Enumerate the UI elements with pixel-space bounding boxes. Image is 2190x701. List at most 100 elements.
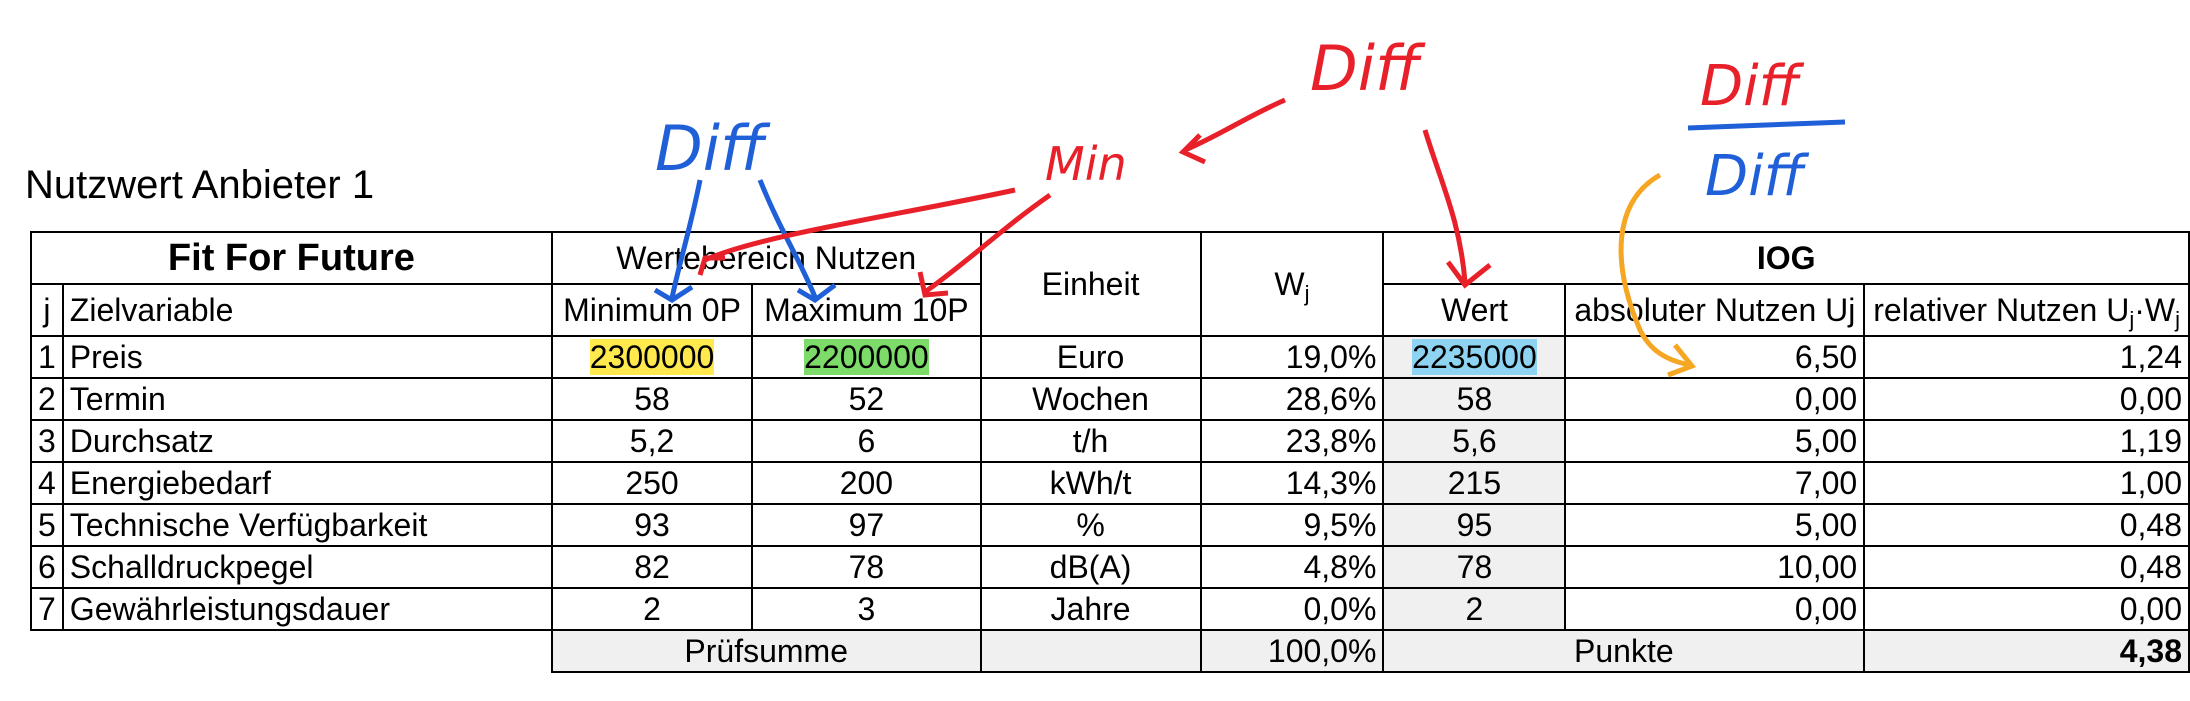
- row-rel: 0,48: [1863, 545, 2190, 589]
- row-abs: 5,00: [1564, 419, 1866, 463]
- row-min: 82: [550, 545, 754, 589]
- row-name: Gewährleistungsdauer: [61, 587, 553, 631]
- row-unit: Jahre: [979, 587, 1202, 631]
- pruefsumme-value: 100,0%: [1199, 629, 1385, 673]
- row-wert: 2: [1382, 587, 1567, 631]
- row-min: 5,2: [550, 419, 754, 463]
- sheet-title: Nutzwert Anbieter 1: [25, 163, 375, 207]
- annotation-diff-blue: Diff: [655, 112, 771, 185]
- punkte-label: Punkte: [1382, 629, 1866, 673]
- row-weight: 0,0%: [1199, 587, 1385, 631]
- header-row-1: Fit For Future Wertebereich Nutzen Einhe…: [30, 231, 2190, 337]
- row-rel: 0,00: [1863, 377, 2190, 421]
- row-max: 52: [751, 377, 982, 421]
- row-abs: 0,00: [1564, 377, 1866, 421]
- row-index: 7: [30, 587, 64, 631]
- row-index: 3: [30, 419, 64, 463]
- row-min: 93: [550, 503, 754, 547]
- row-wert: 5,6: [1382, 419, 1567, 463]
- row-name: Energiebedarf: [61, 461, 553, 505]
- row-max: 97: [751, 503, 982, 547]
- row-index: 6: [30, 545, 64, 589]
- abs-nutzen-header: absoluter Nutzen Uj: [1564, 283, 1866, 337]
- range-group-header: Wertebereich Nutzen: [550, 231, 982, 285]
- row-weight: 4,8%: [1199, 545, 1385, 589]
- fraction-bar: [1687, 119, 1846, 131]
- row-rel: 1,19: [1863, 419, 2190, 463]
- row-weight: 9,5%: [1199, 503, 1385, 547]
- table-row: 2 Termin 58 52 Wochen 28,6% 58 0,00 0,00: [30, 377, 2190, 421]
- row-rel: 0,48: [1863, 503, 2190, 547]
- row-max: 6: [751, 419, 982, 463]
- row-wert: 215: [1382, 461, 1567, 505]
- row-unit: Euro: [979, 335, 1202, 379]
- arrow-diff-min-head: [1178, 133, 1207, 165]
- j-header: j: [30, 283, 64, 337]
- row-abs: 7,00: [1564, 461, 1866, 505]
- min-highlight: 2300000: [589, 339, 715, 375]
- wert-highlight: 2235000: [1412, 339, 1537, 375]
- max-header: Maximum 10P: [751, 283, 982, 337]
- row-unit: %: [979, 503, 1202, 547]
- row-unit: t/h: [979, 419, 1202, 463]
- table-row: 1 Preis 2300000 2200000 Euro 19,0% 22350…: [30, 335, 2190, 379]
- footer-row: Prüfsumme 100,0% Punkte 4,38: [31, 629, 2190, 673]
- row-rel: 1,00: [1863, 461, 2190, 505]
- nutzwert-table: Fit For Future Wertebereich Nutzen Einhe…: [30, 231, 2190, 673]
- row-weight: 23,8%: [1199, 419, 1385, 463]
- row-unit: dB(A): [979, 545, 1202, 589]
- row-rel: 1,24: [1863, 335, 2190, 379]
- row-weight: 28,6%: [1199, 377, 1385, 421]
- unit-header: Einheit: [979, 231, 1202, 337]
- row-wert: 95: [1382, 503, 1567, 547]
- weight-header: Wj: [1199, 231, 1385, 337]
- wert-header: Wert: [1382, 283, 1567, 337]
- row-index: 4: [30, 461, 64, 505]
- row-min: 2: [550, 587, 754, 631]
- row-abs: 5,00: [1564, 503, 1866, 547]
- company-name: Fit For Future: [30, 231, 553, 285]
- pruefsumme-label: Prüfsumme: [550, 629, 982, 673]
- row-name: Technische Verfügbarkeit: [61, 503, 553, 547]
- row-max: 3: [751, 587, 982, 631]
- row-wert: 2235000: [1382, 335, 1567, 379]
- row-name: Schalldruckpegel: [61, 545, 553, 589]
- row-name: Termin: [61, 377, 553, 421]
- row-abs: 6,50: [1564, 335, 1866, 379]
- row-name: Preis: [61, 335, 553, 379]
- footer-unit-blank: [979, 629, 1202, 673]
- row-index: 2: [30, 377, 64, 421]
- row-min: 250: [550, 461, 754, 505]
- max-highlight: 2200000: [804, 339, 929, 375]
- row-abs: 0,00: [1564, 587, 1866, 631]
- min-header: Minimum 0P: [550, 283, 754, 337]
- table-row: 7 Gewährleistungsdauer 2 3 Jahre 0,0% 2 …: [30, 587, 2190, 631]
- annotation-diff-red: Diff: [1310, 32, 1426, 105]
- row-max: 78: [751, 545, 982, 589]
- annotation-min: Min: [1045, 137, 1127, 191]
- row-max: 2200000: [751, 335, 982, 379]
- annotation-frac-denominator: Diff: [1705, 144, 1810, 209]
- table-row: 6 Schalldruckpegel 82 78 dB(A) 4,8% 78 1…: [30, 545, 2190, 589]
- row-wert: 58: [1382, 377, 1567, 421]
- row-abs: 10,00: [1564, 545, 1866, 589]
- punkte-value: 4,38: [1863, 629, 2190, 673]
- row-weight: 19,0%: [1199, 335, 1385, 379]
- table-row: 5 Technische Verfügbarkeit 93 97 % 9,5% …: [30, 503, 2190, 547]
- row-unit: kWh/t: [979, 461, 1202, 505]
- row-max: 200: [751, 461, 982, 505]
- table-row: 4 Energiebedarf 250 200 kWh/t 14,3% 215 …: [30, 461, 2190, 505]
- row-name: Durchsatz: [61, 419, 553, 463]
- zielvariable-header: Zielvariable: [61, 283, 553, 337]
- row-wert: 78: [1382, 545, 1567, 589]
- annotation-frac-numerator: Diff: [1700, 54, 1805, 119]
- row-rel: 0,00: [1863, 587, 2190, 631]
- row-unit: Wochen: [979, 377, 1202, 421]
- footer-blank: [31, 630, 552, 672]
- row-index: 5: [30, 503, 64, 547]
- rel-nutzen-header: relativer Nutzen Uj·Wj: [1863, 283, 2190, 337]
- row-min: 2300000: [550, 335, 754, 379]
- row-index: 1: [30, 335, 64, 379]
- row-weight: 14,3%: [1199, 461, 1385, 505]
- arrow-diff-min: [1184, 97, 1286, 153]
